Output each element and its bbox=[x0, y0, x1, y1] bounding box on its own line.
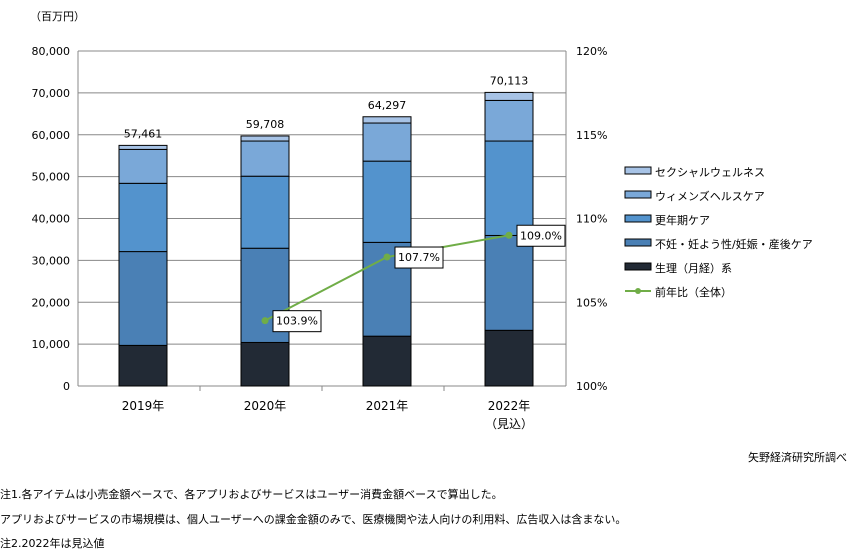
legend-label: 前年比（全体） bbox=[655, 285, 732, 299]
y2-tick-label: 100% bbox=[576, 380, 607, 393]
bar-segment bbox=[362, 116, 412, 124]
bar-segment bbox=[240, 175, 290, 249]
legend-swatch bbox=[624, 262, 652, 271]
y2-tick-label: 120% bbox=[576, 45, 607, 58]
y-tick-label: 80,000 bbox=[32, 45, 71, 58]
x-tick-label: 2020年 bbox=[244, 399, 287, 413]
x-tick-label: 2022年 bbox=[488, 399, 531, 413]
yoy-label-box bbox=[394, 246, 444, 269]
yoy-label-box bbox=[516, 224, 566, 247]
y-tick-label: 0 bbox=[63, 380, 70, 393]
y-tick-label: 60,000 bbox=[32, 129, 71, 142]
bar-segment bbox=[484, 91, 534, 101]
bar-total-label: 59,708 bbox=[246, 118, 285, 131]
legend-label: 生理（月経）系 bbox=[655, 261, 732, 275]
legend-swatch bbox=[624, 214, 652, 223]
bar-segment bbox=[240, 135, 290, 142]
y2-tick-label: 110% bbox=[576, 213, 607, 226]
bar-segment bbox=[362, 160, 412, 243]
y2-tick-label: 115% bbox=[576, 129, 607, 142]
bar-segment bbox=[362, 122, 412, 162]
legend-label: ウィメンズヘルスケア bbox=[655, 189, 765, 203]
x-tick-label: 2019年 bbox=[122, 399, 165, 413]
bar-segment bbox=[362, 335, 412, 387]
bar-segment bbox=[240, 341, 290, 387]
legend-label: 更年期ケア bbox=[655, 213, 710, 227]
bar-segment bbox=[118, 344, 168, 387]
y-tick-label: 20,000 bbox=[32, 296, 71, 309]
yoy-point bbox=[383, 253, 391, 261]
y-tick-label: 10,000 bbox=[32, 338, 71, 351]
bar-segment bbox=[484, 234, 534, 331]
legend-line-marker bbox=[635, 288, 641, 294]
bar-total-label: 57,461 bbox=[124, 127, 163, 140]
y2-tick-label: 105% bbox=[576, 296, 607, 309]
bar-total-label: 64,297 bbox=[368, 99, 407, 112]
yoy-label-box bbox=[272, 310, 322, 333]
y-tick-label: 40,000 bbox=[32, 213, 71, 226]
x-tick-label: 2021年 bbox=[366, 399, 409, 413]
bar-segment bbox=[484, 140, 534, 236]
legend-swatch bbox=[624, 166, 652, 175]
y-tick-label: 50,000 bbox=[32, 171, 71, 184]
bar-segment bbox=[118, 251, 168, 346]
yoy-point bbox=[505, 231, 513, 239]
note-3: 注2.2022年は見込値 bbox=[0, 537, 105, 550]
bar-segment bbox=[484, 99, 534, 142]
legend-label: セクシャルウェルネス bbox=[655, 166, 765, 179]
y-tick-label: 30,000 bbox=[32, 254, 71, 267]
bar-segment bbox=[240, 140, 290, 177]
bar-segment bbox=[118, 148, 168, 184]
note-1: 注1.各アイテムは小売金額ベースで、各アプリおよびサービスはユーザー消費金額ベー… bbox=[0, 488, 503, 501]
y-tick-label: 70,000 bbox=[32, 87, 71, 100]
yoy-point bbox=[261, 317, 269, 325]
legend-label: 不妊・妊よう性/妊娠・産後ケア bbox=[655, 237, 813, 251]
bar-segment bbox=[118, 144, 168, 150]
x-tick-sublabel: （見込） bbox=[485, 417, 533, 431]
bar-segment bbox=[484, 329, 534, 387]
y-axis-unit: （百万円） bbox=[30, 10, 85, 23]
legend-swatch bbox=[624, 238, 652, 247]
source-credit: 矢野経済研究所調べ bbox=[748, 451, 847, 464]
legend-swatch bbox=[624, 190, 652, 199]
bar-segment bbox=[118, 182, 168, 253]
bar-total-label: 70,113 bbox=[490, 74, 529, 87]
yoy-label: 103.9% bbox=[276, 315, 318, 328]
note-2: アプリおよびサービスの市場規模は、個人ユーザーへの課金金額のみで、医療機関や法人… bbox=[0, 513, 627, 526]
yoy-label: 107.7% bbox=[398, 251, 440, 264]
yoy-label: 109.0% bbox=[520, 229, 562, 242]
